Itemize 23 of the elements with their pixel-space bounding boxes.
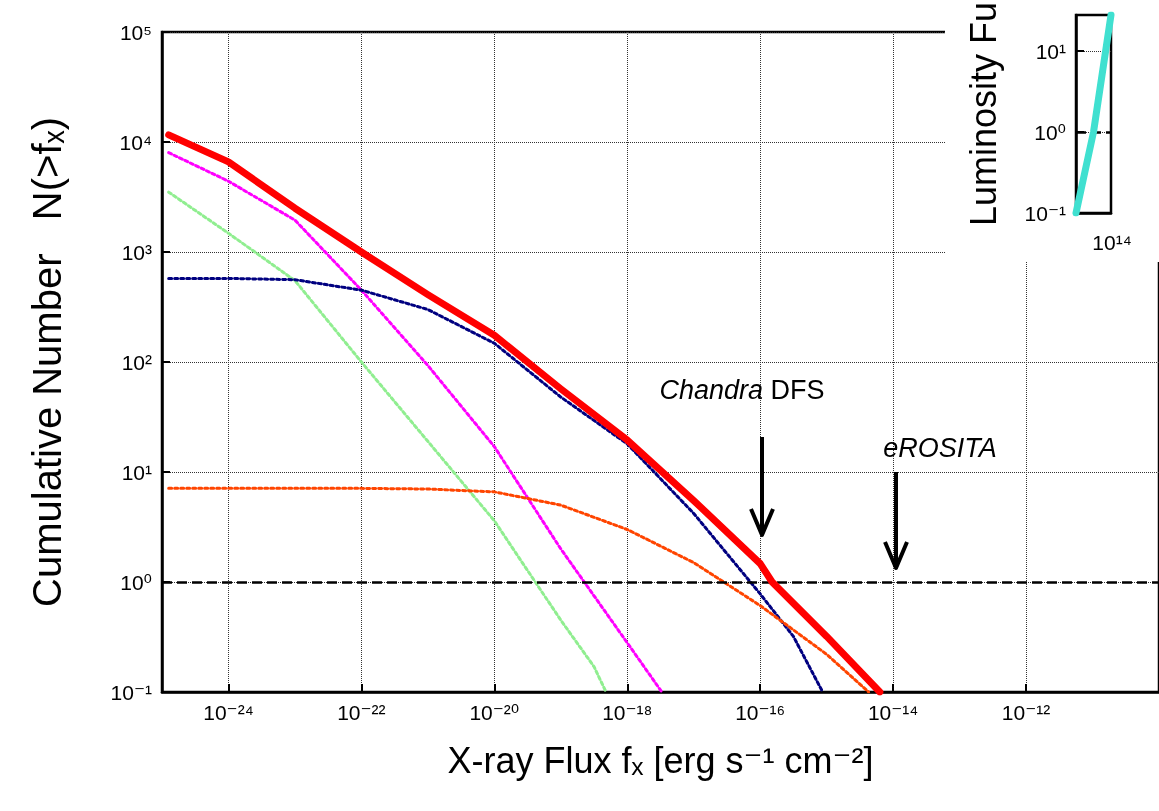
y-tick-label: 10¹ bbox=[1035, 39, 1066, 63]
x-tick-label: 10⁻¹⁸ bbox=[602, 701, 653, 724]
annotation: 10¹⁴ bbox=[1092, 231, 1132, 254]
x-tick-label: 10⁻²⁴ bbox=[203, 701, 254, 724]
y-axis-title: Luminosity Fu bbox=[962, 2, 1004, 227]
x-tick-label: 10⁻¹² bbox=[1001, 701, 1051, 724]
annotation: eROSITA bbox=[883, 433, 997, 463]
x-axis-title: X-ray Flux fₓ [erg s⁻¹ cm⁻²] bbox=[447, 739, 874, 781]
x-tick-label: 10⁻¹⁶ bbox=[735, 701, 786, 724]
y-tick-label: 10⁰ bbox=[1034, 120, 1066, 144]
y-tick-label: 10⁵ bbox=[119, 20, 152, 44]
y-tick-label: 10⁴ bbox=[119, 130, 152, 154]
y-tick-label: 10² bbox=[121, 350, 152, 374]
x-tick-label: 10⁻²² bbox=[337, 701, 386, 724]
y-tick-label: 10⁻¹ bbox=[110, 680, 153, 704]
x-tick-label: 10⁻²⁰ bbox=[469, 701, 520, 724]
x-tick-label: 10⁻¹⁴ bbox=[867, 701, 919, 724]
y-tick-label: 10⁰ bbox=[120, 570, 152, 594]
annotation: Chandra DFS bbox=[659, 375, 825, 405]
y-tick-label: 10³ bbox=[121, 240, 152, 264]
y-axis-title: Cumulative Number N(>fₓ) bbox=[25, 117, 69, 607]
y-tick-label: 10⁻¹ bbox=[1024, 201, 1067, 225]
y-tick-label: 10¹ bbox=[121, 460, 152, 484]
